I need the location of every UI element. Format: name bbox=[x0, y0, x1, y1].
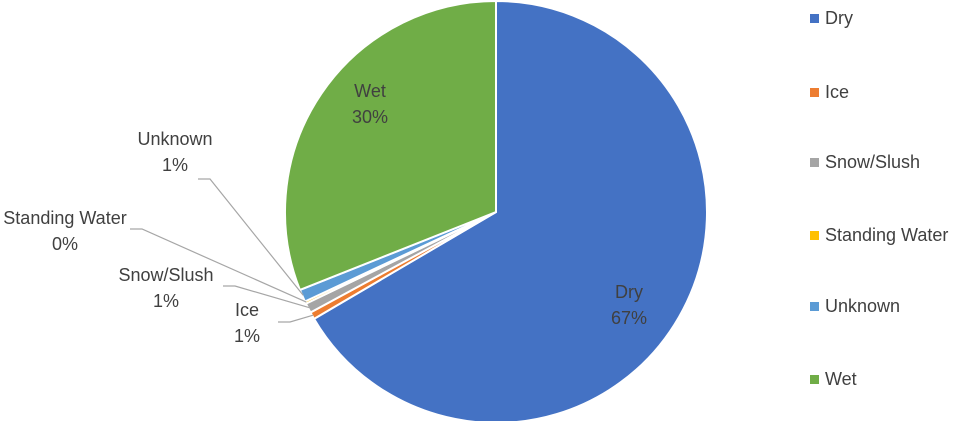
data-label-value-wet: 30% bbox=[352, 107, 388, 127]
data-label-category-unknown: Unknown bbox=[137, 129, 212, 149]
legend-item-wet: Wet bbox=[810, 369, 857, 390]
data-label-standing-water: Standing Water 0% bbox=[3, 208, 126, 254]
data-label-category-standing-water: Standing Water bbox=[3, 208, 126, 228]
data-label-category-ice: Ice bbox=[235, 300, 259, 320]
data-label-snow-slush: Snow/Slush 1% bbox=[118, 265, 213, 311]
data-label-value-dry: 67% bbox=[611, 308, 647, 328]
legend-swatch-unknown bbox=[810, 302, 819, 311]
legend-label-unknown: Unknown bbox=[825, 296, 901, 316]
pie-slice-wet bbox=[284, 0, 497, 292]
legend-label-ice: Ice bbox=[825, 82, 850, 102]
chart-legend: Dry Ice Snow/Slush Standing Water Unknown Wet bbox=[810, 0, 977, 421]
legend-item-ice: Ice bbox=[810, 82, 849, 103]
legend-label-snow-slush: Snow/Slush bbox=[825, 152, 921, 172]
legend-label-wet: Wet bbox=[825, 369, 857, 389]
legend-swatch-ice bbox=[810, 88, 819, 97]
legend-swatch-wet bbox=[810, 375, 819, 384]
pie-slice-dry bbox=[312, 0, 708, 421]
data-label-value-ice: 1% bbox=[234, 326, 260, 346]
data-label-wet: Wet 30% bbox=[352, 81, 388, 127]
legend-label-dry: Dry bbox=[825, 8, 853, 28]
data-label-unknown: Unknown 1% bbox=[137, 129, 212, 175]
legend-label-standing-water: Standing Water bbox=[825, 225, 949, 245]
legend-swatch-snow-slush bbox=[810, 158, 819, 167]
data-label-category-snow-slush: Snow/Slush bbox=[118, 265, 213, 285]
data-label-value-standing-water: 0% bbox=[52, 234, 78, 254]
data-label-value-snow-slush: 1% bbox=[153, 291, 179, 311]
legend-item-dry: Dry bbox=[810, 8, 853, 29]
data-label-dry: Dry 67% bbox=[611, 282, 647, 328]
data-label-category-wet: Wet bbox=[354, 81, 386, 101]
legend-swatch-standing-water bbox=[810, 231, 819, 240]
data-label-ice: Ice 1% bbox=[234, 300, 260, 346]
data-label-category-dry: Dry bbox=[615, 282, 643, 302]
leader-line-ice bbox=[278, 314, 314, 323]
leader-line-snow-slush bbox=[223, 285, 310, 309]
legend-item-unknown: Unknown bbox=[810, 296, 900, 317]
legend-item-snow-slush: Snow/Slush bbox=[810, 152, 920, 173]
legend-item-standing-water: Standing Water bbox=[810, 225, 948, 246]
legend-swatch-dry bbox=[810, 14, 819, 23]
leader-line-standing-water bbox=[130, 228, 307, 303]
data-label-value-unknown: 1% bbox=[162, 155, 188, 175]
leader-line-unknown bbox=[198, 178, 304, 296]
